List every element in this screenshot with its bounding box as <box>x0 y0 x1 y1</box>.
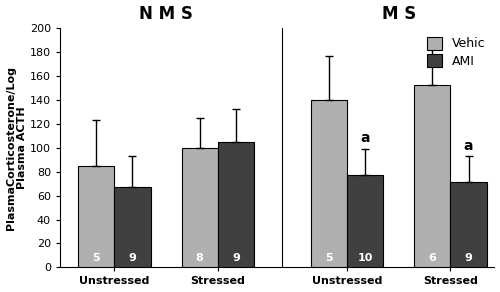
Text: 9: 9 <box>232 253 240 263</box>
Bar <box>182 148 218 267</box>
Bar <box>78 166 114 267</box>
Y-axis label: PlasmaCorticosterone/Log
Plasma ACTH: PlasmaCorticosterone/Log Plasma ACTH <box>6 66 27 230</box>
Text: 9: 9 <box>128 253 136 263</box>
Text: N M S: N M S <box>139 5 193 23</box>
Text: 10: 10 <box>358 253 373 263</box>
Text: a: a <box>464 138 473 152</box>
Bar <box>450 182 486 267</box>
Text: a: a <box>360 131 370 145</box>
Text: 5: 5 <box>325 253 333 263</box>
Bar <box>218 142 254 267</box>
Text: 9: 9 <box>464 253 472 263</box>
Text: 8: 8 <box>196 253 203 263</box>
Bar <box>114 187 150 267</box>
Bar <box>311 100 347 267</box>
Bar <box>347 175 384 267</box>
Text: M S: M S <box>382 5 416 23</box>
Text: 5: 5 <box>92 253 100 263</box>
Legend: Vehic, AMI: Vehic, AMI <box>424 34 488 70</box>
Bar <box>414 86 450 267</box>
Text: 6: 6 <box>428 253 436 263</box>
